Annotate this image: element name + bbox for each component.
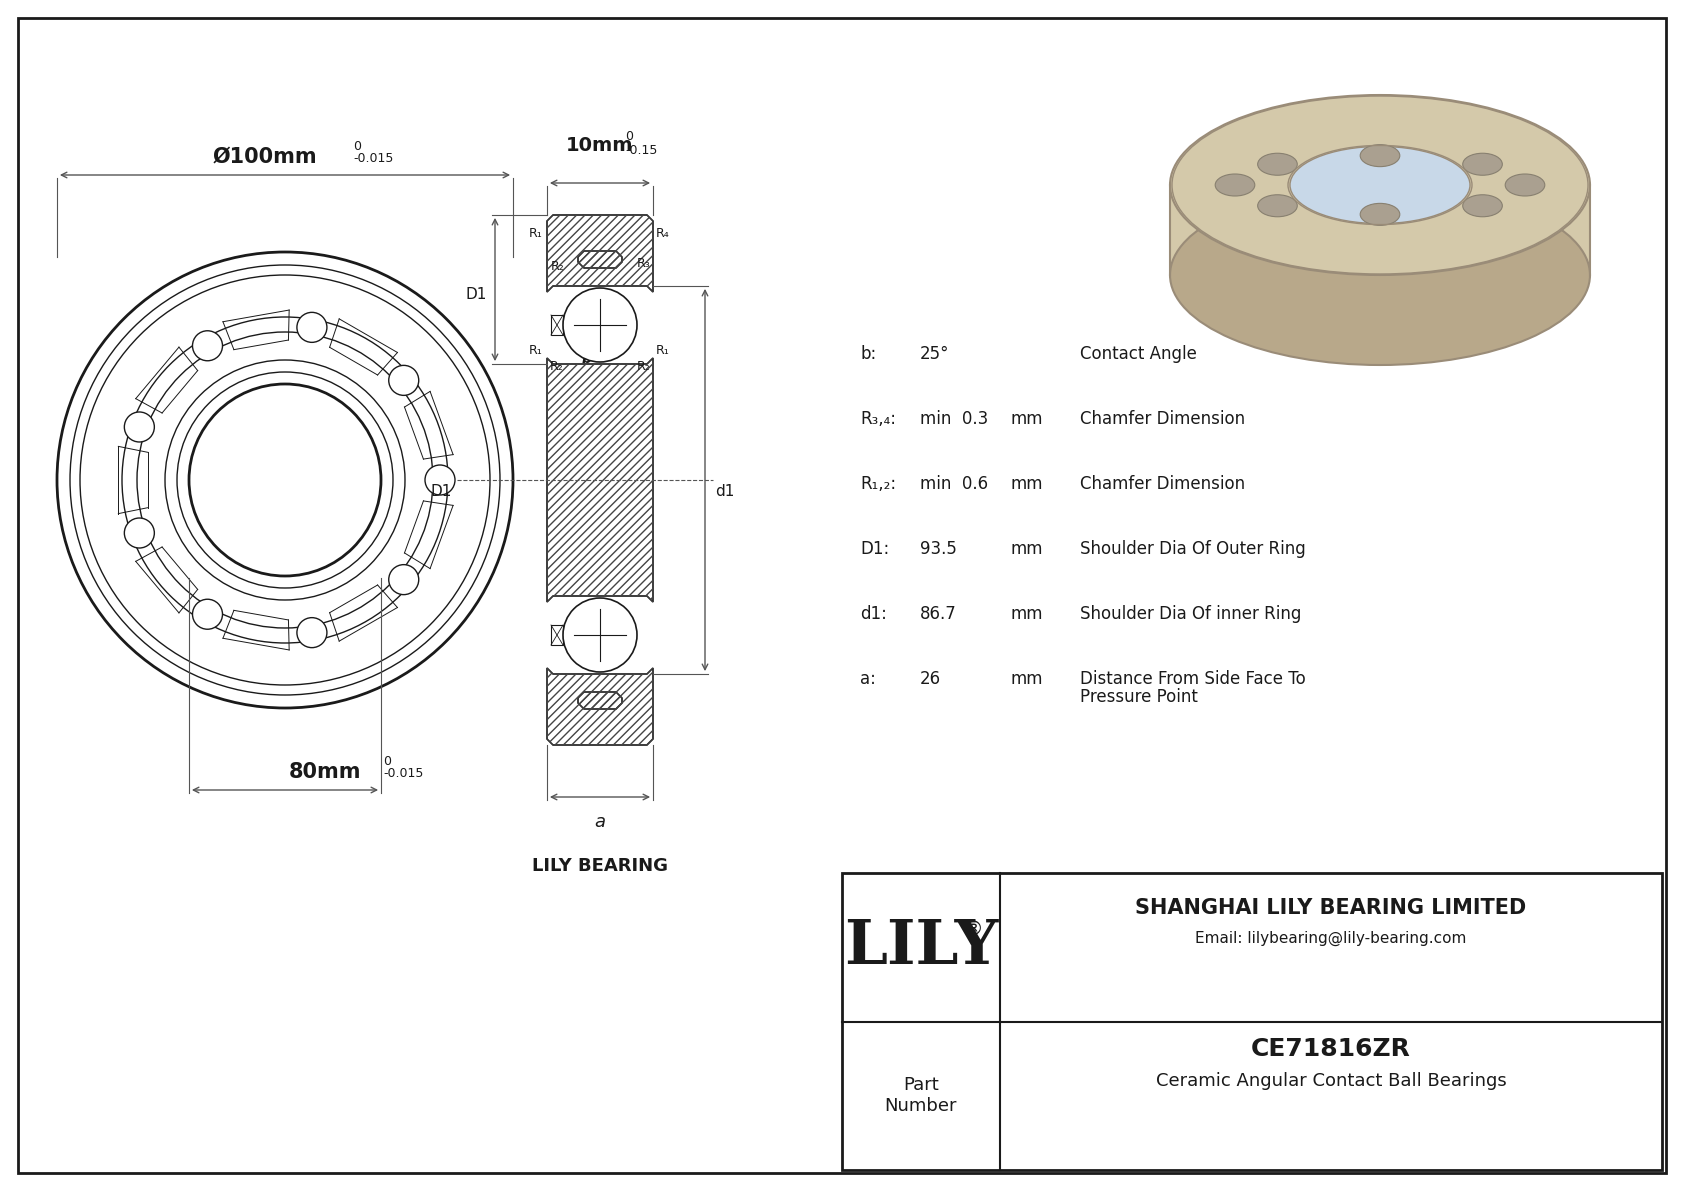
Text: mm: mm xyxy=(1010,410,1042,428)
Text: mm: mm xyxy=(1010,671,1042,688)
Text: R₁: R₁ xyxy=(529,227,542,241)
Text: b: b xyxy=(583,353,591,366)
Circle shape xyxy=(192,599,222,629)
Ellipse shape xyxy=(1170,185,1590,364)
Polygon shape xyxy=(547,216,653,292)
Ellipse shape xyxy=(1463,154,1502,175)
Polygon shape xyxy=(547,668,653,746)
Bar xyxy=(551,625,562,646)
Ellipse shape xyxy=(1361,144,1399,167)
Text: 0: 0 xyxy=(354,141,360,152)
Text: R₄: R₄ xyxy=(657,227,670,241)
Text: D1:: D1: xyxy=(861,540,889,559)
Ellipse shape xyxy=(1216,174,1255,197)
Text: R₂: R₂ xyxy=(551,260,564,273)
Text: Shoulder Dia Of Outer Ring: Shoulder Dia Of Outer Ring xyxy=(1079,540,1305,559)
Text: mm: mm xyxy=(1010,475,1042,493)
Polygon shape xyxy=(578,692,621,709)
Text: mm: mm xyxy=(1010,540,1042,559)
Text: R₃: R₃ xyxy=(637,257,650,270)
Text: R₁,₂:: R₁,₂: xyxy=(861,475,896,493)
Text: R₁: R₁ xyxy=(657,344,670,357)
Circle shape xyxy=(125,518,155,548)
Text: 25°: 25° xyxy=(919,345,950,363)
Circle shape xyxy=(389,565,419,594)
Text: Distance From Side Face To: Distance From Side Face To xyxy=(1079,671,1305,688)
Text: 93.5: 93.5 xyxy=(919,540,957,559)
Text: R₂: R₂ xyxy=(551,360,564,373)
Text: Email: lilybearing@lily-bearing.com: Email: lilybearing@lily-bearing.com xyxy=(1196,930,1467,946)
Text: 0: 0 xyxy=(625,130,633,143)
Text: ®: ® xyxy=(963,919,983,939)
Text: R₂: R₂ xyxy=(637,360,650,373)
Text: a: a xyxy=(594,813,606,831)
Text: Pressure Point: Pressure Point xyxy=(1079,688,1197,706)
Text: Part
Number: Part Number xyxy=(884,1077,957,1115)
Ellipse shape xyxy=(1361,204,1399,225)
Ellipse shape xyxy=(1463,195,1502,217)
Ellipse shape xyxy=(1258,195,1297,217)
Ellipse shape xyxy=(1258,154,1297,175)
Text: CE71816ZR: CE71816ZR xyxy=(1251,1037,1411,1061)
Ellipse shape xyxy=(1505,174,1544,197)
Text: Contact Angle: Contact Angle xyxy=(1079,345,1197,363)
Text: D1: D1 xyxy=(465,287,487,303)
Text: d1: d1 xyxy=(716,484,734,499)
Text: min  0.6: min 0.6 xyxy=(919,475,989,493)
Ellipse shape xyxy=(1170,95,1590,275)
Bar xyxy=(1170,185,1590,275)
Text: Chamfer Dimension: Chamfer Dimension xyxy=(1079,475,1244,493)
Text: 26: 26 xyxy=(919,671,941,688)
Text: 0: 0 xyxy=(382,755,391,768)
Text: 86.7: 86.7 xyxy=(919,605,957,623)
Circle shape xyxy=(296,618,327,648)
Text: -0.015: -0.015 xyxy=(354,152,394,166)
Circle shape xyxy=(562,288,637,362)
Text: 10mm: 10mm xyxy=(566,136,633,155)
Text: -0.015: -0.015 xyxy=(382,767,423,780)
Text: R₃,₄:: R₃,₄: xyxy=(861,410,896,428)
Text: SHANGHAI LILY BEARING LIMITED: SHANGHAI LILY BEARING LIMITED xyxy=(1135,898,1527,918)
Bar xyxy=(551,314,562,335)
Text: LILY BEARING: LILY BEARING xyxy=(532,858,669,875)
Text: d1:: d1: xyxy=(861,605,887,623)
Text: R₁: R₁ xyxy=(529,344,542,357)
Text: Shoulder Dia Of inner Ring: Shoulder Dia Of inner Ring xyxy=(1079,605,1302,623)
Text: Chamfer Dimension: Chamfer Dimension xyxy=(1079,410,1244,428)
Text: min  0.3: min 0.3 xyxy=(919,410,989,428)
Circle shape xyxy=(125,412,155,442)
Ellipse shape xyxy=(1290,146,1470,224)
Circle shape xyxy=(192,331,222,361)
Text: LILY: LILY xyxy=(844,917,999,978)
Circle shape xyxy=(424,464,455,495)
Circle shape xyxy=(562,598,637,672)
Text: mm: mm xyxy=(1010,605,1042,623)
Text: 80mm: 80mm xyxy=(288,762,362,782)
Text: D1: D1 xyxy=(431,484,451,499)
Text: -0.15: -0.15 xyxy=(625,144,657,157)
Bar xyxy=(842,873,1662,1170)
Text: Ceramic Angular Contact Ball Bearings: Ceramic Angular Contact Ball Bearings xyxy=(1155,1073,1507,1091)
Circle shape xyxy=(296,312,327,342)
Polygon shape xyxy=(547,358,653,601)
Circle shape xyxy=(389,366,419,395)
Text: b:: b: xyxy=(861,345,876,363)
Text: a:: a: xyxy=(861,671,876,688)
Text: Ø100mm: Ø100mm xyxy=(212,146,317,167)
Polygon shape xyxy=(578,251,621,268)
